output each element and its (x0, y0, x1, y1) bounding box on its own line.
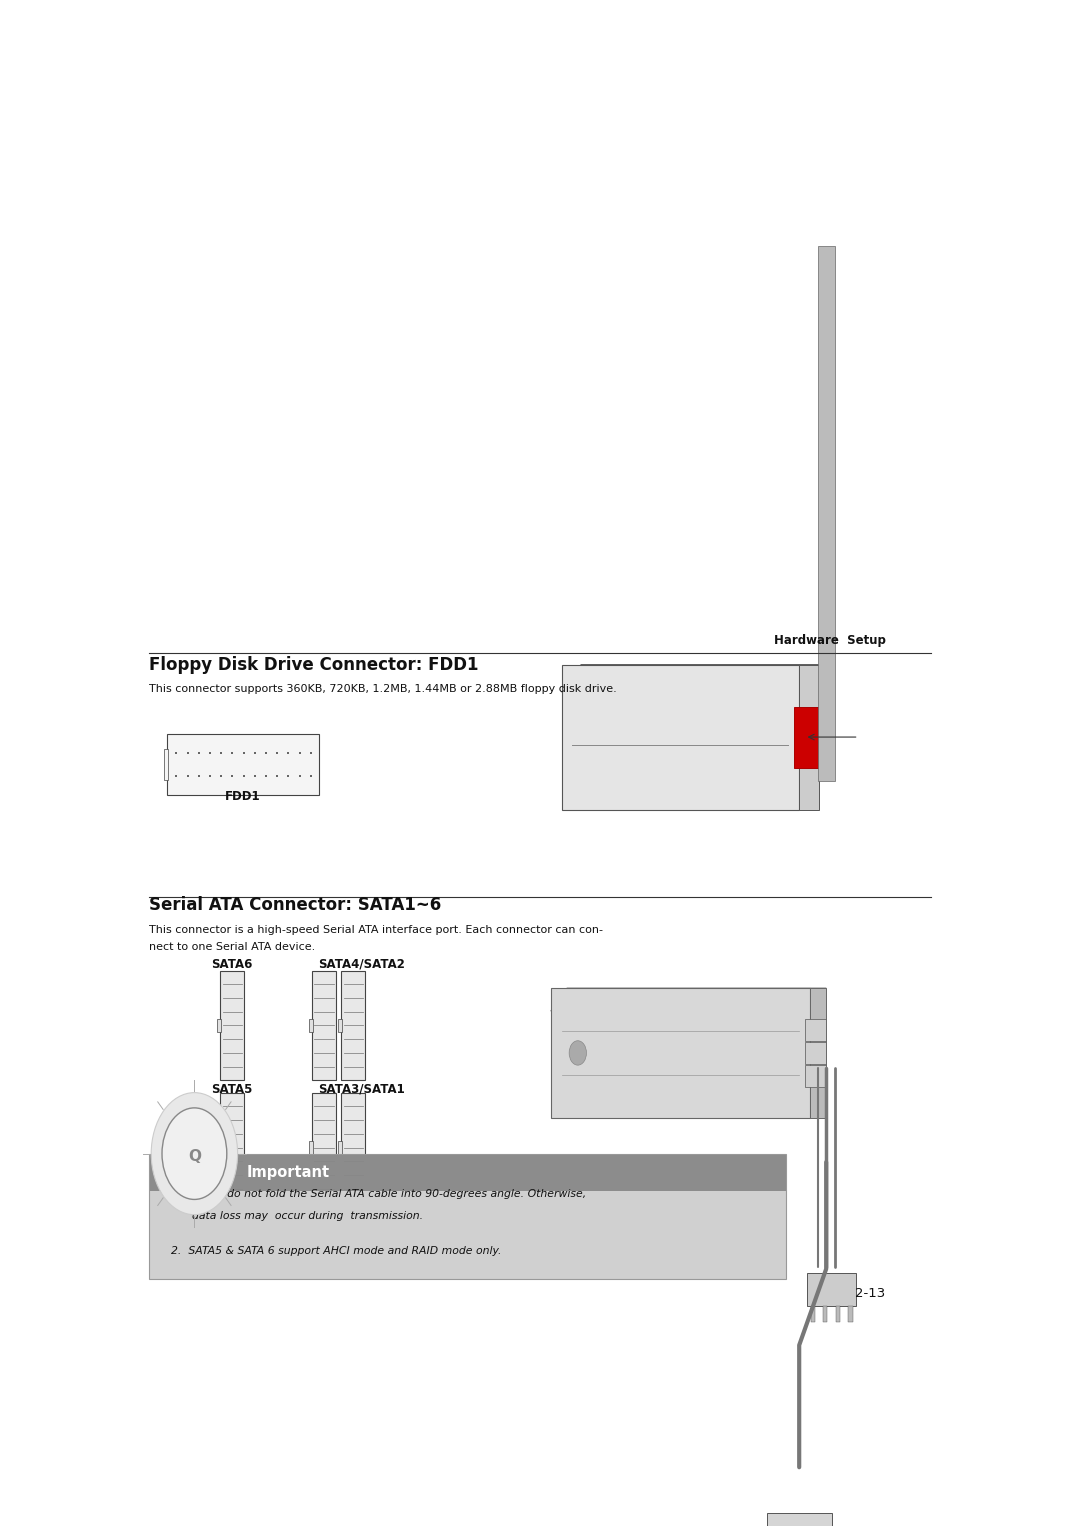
Bar (810, 1306, 815, 1322)
Text: Serial ATA Connector: SATA1~6: Serial ATA Connector: SATA1~6 (149, 896, 442, 914)
Bar (551, 989, 810, 1117)
Bar (167, 734, 319, 795)
Text: 2-13: 2-13 (855, 1286, 886, 1300)
Bar (309, 1141, 313, 1154)
Bar (341, 1093, 365, 1202)
Bar (164, 749, 168, 780)
Polygon shape (562, 665, 819, 693)
Text: SATA5: SATA5 (212, 1082, 253, 1096)
Bar (823, 1306, 827, 1322)
Bar (805, 1042, 826, 1064)
Bar (808, 1273, 856, 1306)
Text: SATA4/SATA2: SATA4/SATA2 (319, 957, 405, 971)
Polygon shape (810, 989, 826, 1117)
Circle shape (569, 1041, 586, 1065)
Bar (149, 1192, 786, 1279)
Bar (338, 1141, 342, 1154)
Text: Important: Important (246, 1164, 329, 1180)
Text: Floppy Disk Drive Connector: FDD1: Floppy Disk Drive Connector: FDD1 (149, 656, 478, 674)
Bar (849, 1306, 853, 1322)
Bar (217, 1019, 221, 1032)
Text: SATA3/SATA1: SATA3/SATA1 (319, 1082, 405, 1096)
Bar (309, 1019, 313, 1032)
Text: FDD1: FDD1 (226, 790, 260, 804)
Bar (149, 1154, 786, 1279)
Text: Hardware  Setup: Hardware Setup (773, 633, 886, 647)
Bar (149, 1154, 786, 1192)
Text: data loss may  occur during  transmission.: data loss may occur during transmission. (192, 1212, 423, 1221)
Bar (805, 1019, 826, 1041)
Text: This connector is a high-speed Serial ATA interface port. Each connector can con: This connector is a high-speed Serial AT… (149, 925, 603, 935)
Bar (818, 247, 835, 780)
Polygon shape (551, 989, 826, 1012)
Bar (217, 1141, 221, 1154)
Circle shape (151, 1093, 238, 1215)
Text: This connector supports 360KB, 720KB, 1.2MB, 1.44MB or 2.88MB floppy disk drive.: This connector supports 360KB, 720KB, 1.… (149, 684, 617, 694)
Bar (794, 707, 824, 768)
Text: Q: Q (188, 1149, 201, 1164)
Text: 1.  Please do not fold the Serial ATA cable into 90-degrees angle. Otherwise,: 1. Please do not fold the Serial ATA cab… (171, 1189, 585, 1199)
Text: SATA6: SATA6 (212, 957, 253, 971)
Text: nect to one Serial ATA device.: nect to one Serial ATA device. (149, 942, 315, 952)
Bar (220, 1093, 244, 1202)
Bar (836, 1306, 840, 1322)
Bar (767, 1512, 832, 1526)
Bar (341, 971, 365, 1080)
Bar (338, 1019, 342, 1032)
Bar (220, 971, 244, 1080)
Bar (312, 1093, 336, 1202)
Polygon shape (799, 665, 819, 809)
Circle shape (162, 1108, 227, 1199)
Bar (805, 1065, 826, 1087)
Bar (562, 665, 799, 809)
Text: 2.  SATA5 & SATA 6 support AHCI mode and RAID mode only.: 2. SATA5 & SATA 6 support AHCI mode and … (171, 1247, 501, 1256)
Bar (312, 971, 336, 1080)
